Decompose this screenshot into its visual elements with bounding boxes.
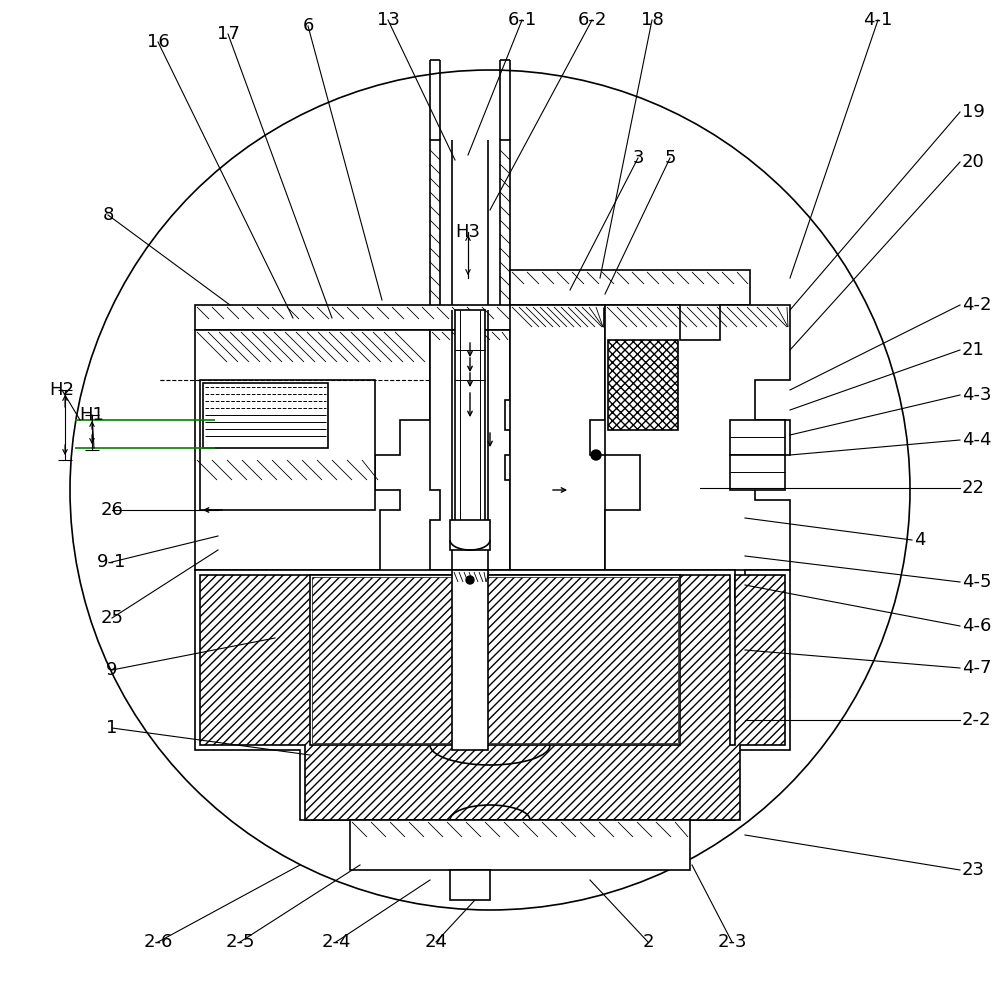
Text: 13: 13 xyxy=(377,11,399,29)
Text: 4-5: 4-5 xyxy=(962,573,992,591)
Polygon shape xyxy=(450,520,490,550)
Text: 2-4: 2-4 xyxy=(321,933,351,951)
Text: 4: 4 xyxy=(914,531,926,549)
Text: 4-1: 4-1 xyxy=(863,11,893,29)
Text: 17: 17 xyxy=(217,25,239,43)
Text: H1: H1 xyxy=(80,406,104,424)
Polygon shape xyxy=(605,305,790,570)
Polygon shape xyxy=(195,330,430,570)
Text: 19: 19 xyxy=(962,103,985,121)
Text: 4-7: 4-7 xyxy=(962,659,992,677)
Text: 6-2: 6-2 xyxy=(577,11,607,29)
Text: 2-3: 2-3 xyxy=(717,933,747,951)
Text: 9: 9 xyxy=(106,661,118,679)
Polygon shape xyxy=(310,575,680,745)
Polygon shape xyxy=(500,140,510,310)
Circle shape xyxy=(591,450,601,460)
Polygon shape xyxy=(430,140,440,310)
Text: 16: 16 xyxy=(147,33,169,51)
Polygon shape xyxy=(455,310,485,530)
Text: 21: 21 xyxy=(962,341,985,359)
Text: 4-4: 4-4 xyxy=(962,431,992,449)
Text: 5: 5 xyxy=(664,149,676,167)
Text: 3: 3 xyxy=(632,149,644,167)
Text: 2-5: 2-5 xyxy=(225,933,255,951)
Text: 23: 23 xyxy=(962,861,985,879)
Text: H2: H2 xyxy=(50,381,74,399)
Text: 2-2: 2-2 xyxy=(962,711,992,729)
Text: H3: H3 xyxy=(456,223,480,241)
Polygon shape xyxy=(452,570,488,750)
Bar xyxy=(730,455,785,490)
Text: 4-2: 4-2 xyxy=(962,296,992,314)
Polygon shape xyxy=(510,270,750,305)
Text: 18: 18 xyxy=(641,11,663,29)
Circle shape xyxy=(466,576,474,584)
Polygon shape xyxy=(350,820,690,870)
Bar xyxy=(608,340,678,430)
Text: 8: 8 xyxy=(102,206,114,224)
Text: 4-6: 4-6 xyxy=(962,617,991,635)
Text: 24: 24 xyxy=(424,933,448,951)
Bar xyxy=(203,383,328,448)
Polygon shape xyxy=(195,570,790,820)
Polygon shape xyxy=(195,305,605,330)
Bar xyxy=(730,420,785,455)
Polygon shape xyxy=(200,575,785,820)
Text: 4-3: 4-3 xyxy=(962,386,992,404)
Text: 2: 2 xyxy=(642,933,654,951)
Polygon shape xyxy=(430,330,510,570)
Polygon shape xyxy=(510,305,605,570)
Text: 6-1: 6-1 xyxy=(507,11,537,29)
Text: 1: 1 xyxy=(106,719,118,737)
Text: 25: 25 xyxy=(100,609,124,627)
Text: 20: 20 xyxy=(962,153,985,171)
Text: 22: 22 xyxy=(962,479,985,497)
Bar xyxy=(200,380,375,510)
Text: 6: 6 xyxy=(302,17,314,35)
Text: 9-1: 9-1 xyxy=(97,553,127,571)
Polygon shape xyxy=(450,870,490,900)
Text: 2-6: 2-6 xyxy=(143,933,173,951)
Text: 26: 26 xyxy=(101,501,123,519)
